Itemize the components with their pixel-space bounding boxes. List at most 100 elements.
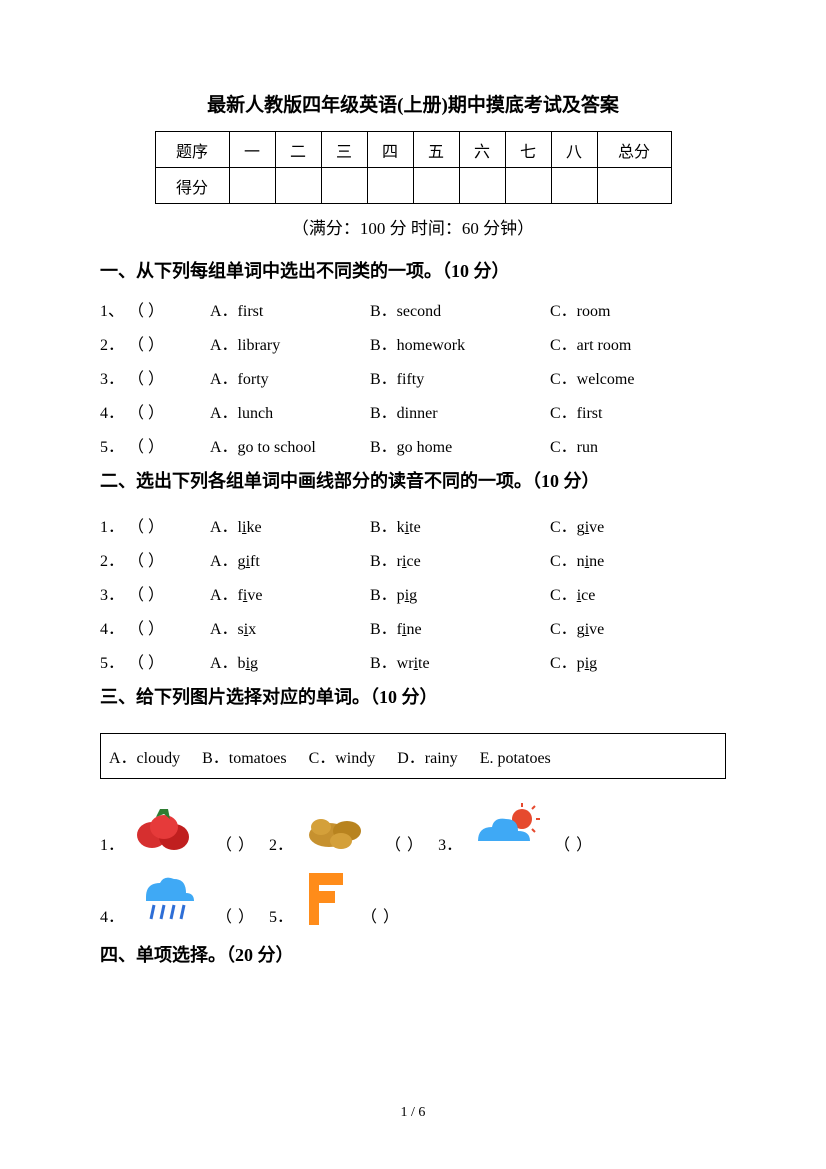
score-cell [551,168,597,204]
potatoes-icon [299,797,375,855]
option-a: A．library [210,331,370,355]
row-label: 得分 [155,168,229,204]
table-row: 题序 一 二 三 四 五 六 七 八 总分 [155,132,671,168]
option-a: A．big [210,649,370,673]
score-cell [275,168,321,204]
col-header: 四 [367,132,413,168]
question-num: 2． （ ） [100,331,210,355]
score-cell [505,168,551,204]
option-b: B．second [370,297,550,321]
score-cell [321,168,367,204]
score-cell [367,168,413,204]
answer-blank: （ ） [361,903,400,927]
answer-blank: （ ） [385,831,424,855]
option-b: B．fine [370,615,550,639]
question-row: 3． （ ） A．fiveB．pigC．ice [100,581,726,605]
rainy-icon [130,869,206,927]
question-num: 5． （ ） [100,649,210,673]
picture-row-1: 1． （ ） 2． （ ） 3． （ ） [100,797,726,855]
question-row: 4． （ ） A．sixB．fineC．give [100,615,726,639]
option-c: C．ice [550,581,726,605]
option-b: B．tomatoes [202,750,286,767]
option-d: D．rainy [397,750,457,767]
row-label: 题序 [155,132,229,168]
section-4-title: 四、单项选择。（20 分） [100,941,726,967]
tomatoes-icon [130,797,206,855]
table-row: 得分 [155,168,671,204]
question-row: 5． （ ） A．bigB．writeC．pig [100,649,726,673]
option-a: A．like [210,513,370,537]
option-a: A．lunch [210,399,370,423]
answer-blank: （ ） [216,903,255,927]
option-b: B．write [370,649,550,673]
item-num: 4． [100,903,124,927]
question-num: 3． （ ） [100,581,210,605]
windy-icon [299,869,351,927]
option-b: B．rice [370,547,550,571]
option-a: A．forty [210,365,370,389]
col-header: 七 [505,132,551,168]
option-b: B．homework [370,331,550,355]
col-header: 五 [413,132,459,168]
section-1-title: 一、从下列每组单词中选出不同类的一项。（10 分） [100,257,726,283]
option-b: B．dinner [370,399,550,423]
item-num: 5． [269,903,293,927]
section-2-title: 二、选出下列各组单词中画线部分的读音不同的一项。（10 分） [100,467,726,493]
col-header: 二 [275,132,321,168]
item-num: 2． [269,831,293,855]
item-num: 3． [438,831,462,855]
col-header: 八 [551,132,597,168]
question-row: 4． （ ） A．lunchB．dinnerC．first [100,399,726,423]
option-c: C．nine [550,547,726,571]
option-a: A．six [210,615,370,639]
question-num: 4． （ ） [100,615,210,639]
question-num: 3． （ ） [100,365,210,389]
answer-blank: （ ） [554,831,593,855]
question-num: 1、 （ ） [100,297,210,321]
option-a: A．cloudy [109,750,180,767]
cloudy-icon [468,797,544,855]
col-header: 三 [321,132,367,168]
option-a: A．five [210,581,370,605]
option-e: E. potatoes [480,750,551,767]
option-c: C．room [550,297,726,321]
page-title: 最新人教版四年级英语(上册)期中摸底考试及答案 [100,90,726,117]
option-a: A．first [210,297,370,321]
word-bank: A．cloudy B．tomatoes C．windy D．rainy E. p… [100,733,726,779]
score-table: 题序 一 二 三 四 五 六 七 八 总分 得分 [155,131,672,204]
score-cell [413,168,459,204]
option-c: C．welcome [550,365,726,389]
score-cell [597,168,671,204]
question-num: 5． （ ） [100,433,210,457]
option-a: A．go to school [210,433,370,457]
question-num: 4． （ ） [100,399,210,423]
question-row: 1、 （ ） A．firstB．secondC．room [100,297,726,321]
option-b: B．pig [370,581,550,605]
option-c: C．first [550,399,726,423]
question-row: 1． （ ） A．likeB．kiteC．give [100,513,726,537]
question-row: 3． （ ） A．fortyB．fiftyC．welcome [100,365,726,389]
col-header: 一 [229,132,275,168]
score-cell [229,168,275,204]
option-c: C．pig [550,649,726,673]
option-c: C．art room [550,331,726,355]
score-cell [459,168,505,204]
col-header: 六 [459,132,505,168]
picture-row-2: 4． （ ） 5． （ ） [100,869,726,927]
option-c: C．windy [309,750,376,767]
question-row: 5． （ ） A．go to schoolB．go homeC．run [100,433,726,457]
question-num: 2． （ ） [100,547,210,571]
option-b: B．kite [370,513,550,537]
option-b: B．go home [370,433,550,457]
item-num: 1． [100,831,124,855]
exam-meta: （满分：100 分 时间：60 分钟） [100,214,726,239]
option-c: C．give [550,615,726,639]
total-label: 总分 [597,132,671,168]
option-b: B．fifty [370,365,550,389]
option-a: A．gift [210,547,370,571]
question-num: 1． （ ） [100,513,210,537]
question-row: 2． （ ） A．libraryB．homeworkC．art room [100,331,726,355]
question-row: 2． （ ） A．giftB．riceC．nine [100,547,726,571]
page-footer: 1 / 6 [0,1105,826,1121]
option-c: C．run [550,433,726,457]
